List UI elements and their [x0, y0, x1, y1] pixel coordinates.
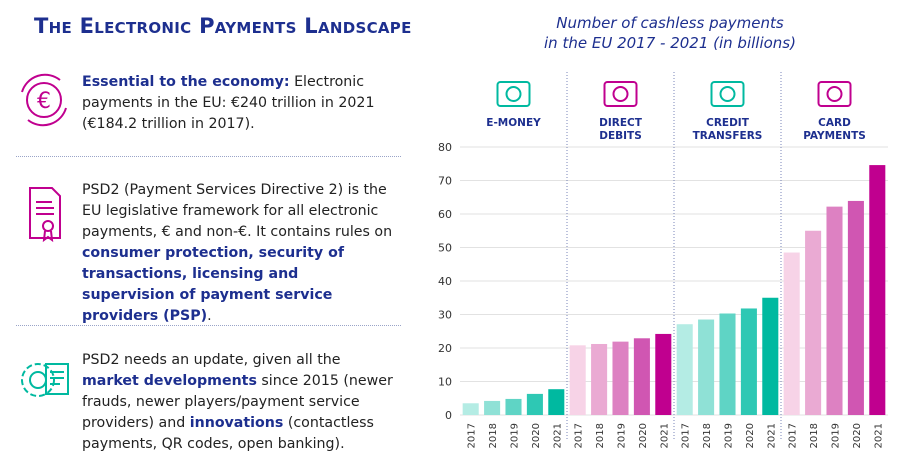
- x-tick-label: 2021: [659, 423, 670, 448]
- bar: [484, 400, 501, 415]
- group-label: TRANSFERS: [693, 130, 763, 142]
- document-icon: [29, 187, 61, 243]
- bar: [462, 403, 479, 415]
- chart-title: Number of cashless payments: [556, 14, 784, 32]
- bar: [548, 389, 565, 415]
- y-tick-label: 30: [438, 309, 452, 322]
- x-tick-label: 2021: [766, 423, 777, 448]
- group-icon: [817, 81, 852, 107]
- x-tick-label: 2019: [831, 423, 842, 448]
- text: .: [207, 308, 212, 324]
- bar: [762, 297, 779, 415]
- page-title: The Electronic Payments Landscape: [34, 14, 412, 38]
- bold-text: market developments: [82, 373, 257, 389]
- x-tick-label: 2021: [873, 423, 884, 448]
- x-tick-label: 2020: [745, 423, 756, 448]
- text-block: Essential to the economy: Electronic pay…: [82, 72, 394, 135]
- x-tick-label: 2019: [724, 423, 735, 448]
- bar: [633, 338, 650, 415]
- y-tick-label: 0: [445, 409, 452, 422]
- chart: Number of cashless payments in the EU 201…: [438, 14, 888, 448]
- y-tick-label: 10: [438, 376, 452, 389]
- group-label: E-MONEY: [486, 117, 541, 129]
- bar: [655, 333, 672, 415]
- x-tick-label: 2020: [852, 423, 863, 448]
- bar: [826, 206, 843, 415]
- gear-icon: [21, 363, 69, 397]
- bar: [783, 252, 800, 415]
- bar: [719, 313, 736, 415]
- x-tick-label: 2018: [488, 423, 499, 448]
- group-label: DIRECT: [599, 117, 643, 129]
- bold-text: innovations: [189, 415, 284, 431]
- x-tick-label: 2017: [574, 423, 585, 448]
- group-icon: [710, 81, 745, 107]
- text: PSD2 needs an update, given all the: [82, 352, 341, 368]
- group-icon: [603, 81, 638, 107]
- y-tick-label: 20: [438, 342, 452, 355]
- bold-text: Essential to the economy:: [82, 74, 290, 90]
- x-tick-label: 2017: [467, 423, 478, 448]
- y-tick-label: 80: [438, 141, 452, 154]
- y-tick-label: 60: [438, 208, 452, 221]
- x-tick-label: 2020: [531, 423, 542, 448]
- bar: [505, 398, 522, 415]
- x-tick-label: 2020: [638, 423, 649, 448]
- x-tick-label: 2018: [809, 423, 820, 448]
- bar: [740, 308, 757, 415]
- bar: [526, 393, 543, 415]
- bar: [569, 345, 586, 415]
- x-tick-label: 2018: [702, 423, 713, 448]
- group-icon: [719, 86, 736, 102]
- group-icon: [612, 86, 629, 102]
- text: (contactless payments, QR codes, open ba…: [82, 415, 374, 452]
- group-icon: [826, 86, 843, 102]
- separator: [16, 156, 401, 157]
- x-tick-label: 2018: [595, 423, 606, 448]
- group-icon: [505, 86, 522, 102]
- text-block: PSD2 needs an update, given all the mark…: [82, 350, 394, 455]
- y-tick-label: 40: [438, 275, 452, 288]
- text: Electronic payments in the EU: €240 tril…: [82, 74, 375, 132]
- bar: [869, 165, 886, 415]
- x-tick-label: 2017: [788, 423, 799, 448]
- chart-title: in the EU 2017 - 2021 (in billions): [544, 34, 796, 52]
- x-tick-label: 2021: [552, 423, 563, 448]
- x-tick-label: 2019: [510, 423, 521, 448]
- separator: [16, 325, 401, 326]
- text: PSD2 (Payment Services Directive 2) is t…: [82, 182, 393, 240]
- y-tick-label: 70: [438, 175, 452, 188]
- group-icon: [496, 81, 531, 107]
- bar: [591, 343, 608, 415]
- group-label: CARD: [818, 117, 851, 129]
- y-tick-label: 50: [438, 242, 452, 255]
- bar: [612, 341, 629, 415]
- bold-text: consumer protection, security of transac…: [82, 245, 345, 324]
- bar: [805, 230, 822, 415]
- group-label: DEBITS: [599, 130, 642, 142]
- text-block: PSD2 (Payment Services Directive 2) is t…: [82, 180, 394, 327]
- group-label: PAYMENTS: [803, 130, 866, 142]
- x-tick-label: 2017: [681, 423, 692, 448]
- bar: [847, 200, 864, 415]
- group-label: CREDIT: [706, 117, 750, 129]
- text: since 2015 (newer frauds, newer players/…: [82, 373, 393, 431]
- euro-icon: €: [21, 73, 67, 127]
- x-tick-label: 2019: [617, 423, 628, 448]
- bar: [676, 324, 693, 415]
- bar: [698, 319, 715, 415]
- svg-text:€: €: [37, 89, 51, 114]
